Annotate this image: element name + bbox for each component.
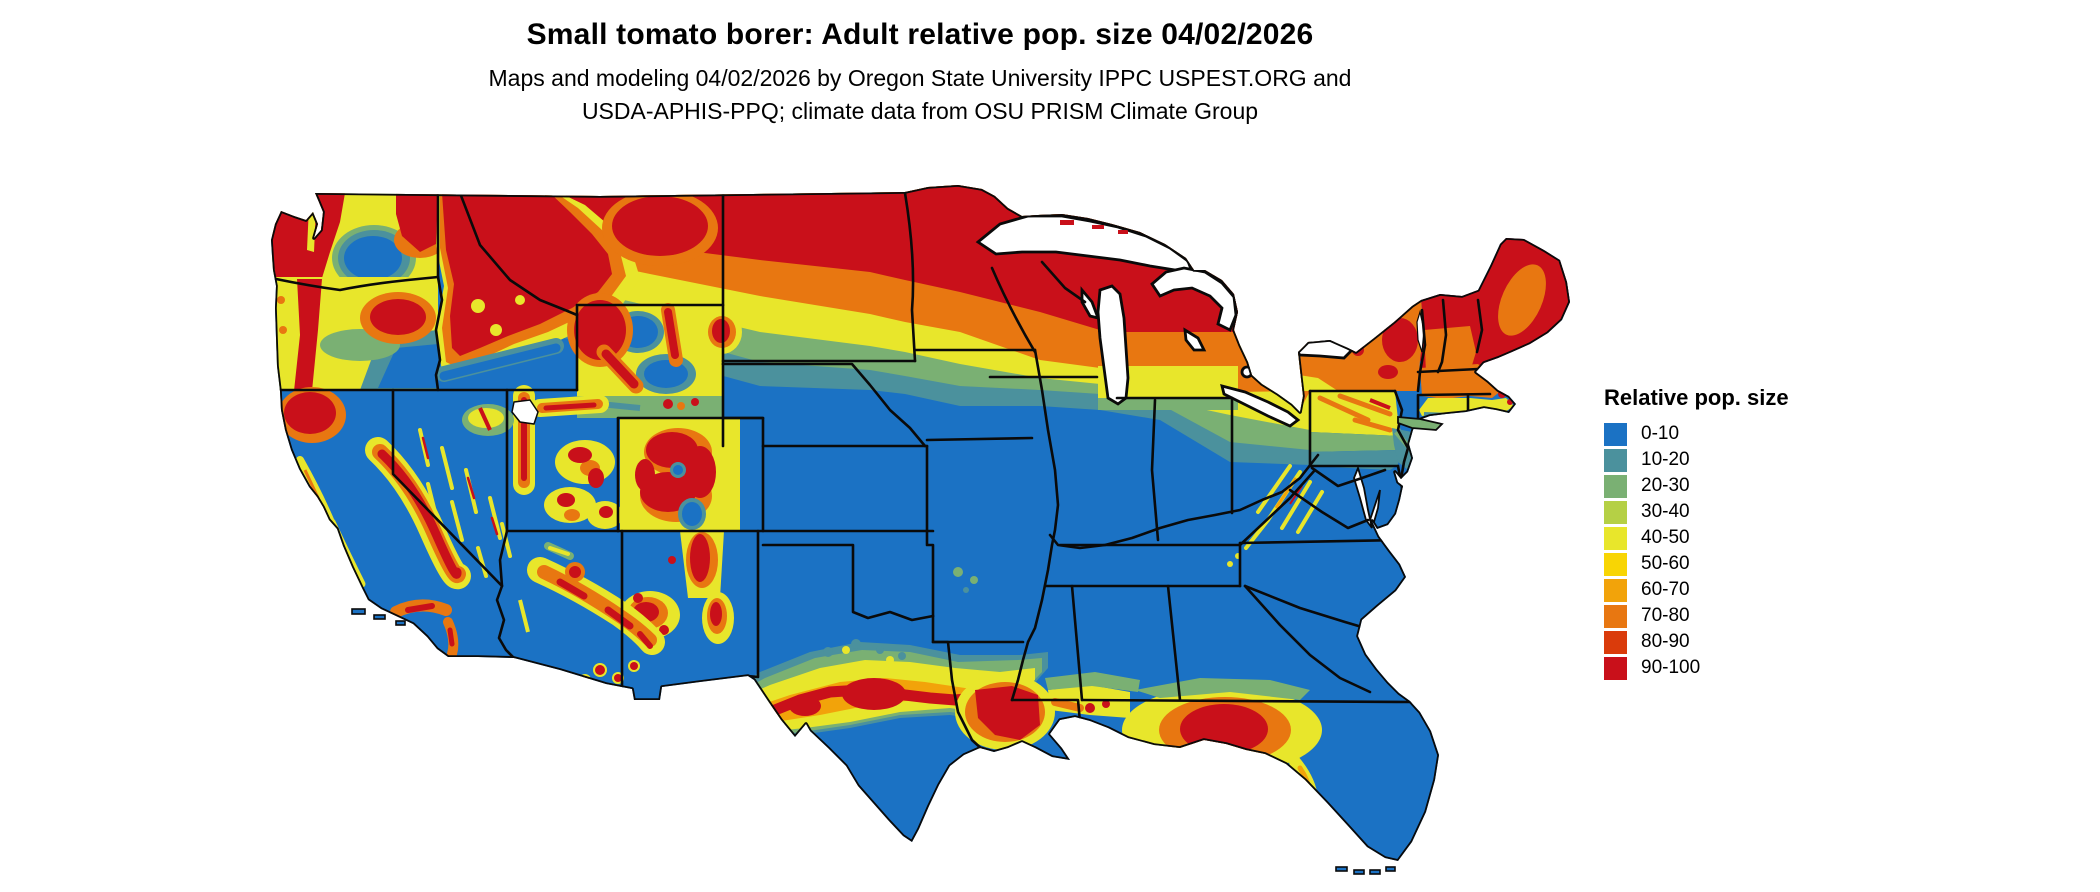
legend-swatch [1604,552,1627,576]
texas-speckles [823,639,906,664]
ozark-speckles [953,567,978,593]
southern-rockies-patches [518,418,740,686]
legend-item: 20-30 [1604,473,1864,499]
pacific-northwest-patches [272,193,446,391]
legend-item: 0-10 [1604,421,1864,447]
state-borders [274,191,1500,754]
legend-item-label: 90-100 [1641,657,1701,678]
legend-item-label: 10-20 [1641,449,1690,470]
channel-island [351,608,366,615]
lake-erie [1220,384,1301,428]
florida-key [1369,869,1381,875]
superior-islands [1060,220,1128,234]
channel-island [373,614,386,620]
florida-key [1335,866,1348,872]
legend-item: 80-90 [1604,629,1864,655]
legend-item-label: 70-80 [1641,605,1690,626]
legend-item: 90-100 [1604,655,1864,681]
legend-item-label: 0-10 [1641,423,1680,444]
legend-item: 60-70 [1604,577,1864,603]
legend-item: 10-20 [1604,447,1864,473]
legend-list: 0-10 10-20 20-30 30-40 40-50 50-60 60-70 70-80 8… [1604,421,1864,681]
lake-huron [1150,266,1238,332]
legend-item-label: 60-70 [1641,579,1690,600]
legend-item-label: 50-60 [1641,553,1690,574]
legend-item: 40-50 [1604,525,1864,551]
gulf-coast-band [715,639,1322,804]
legend-swatch [1604,474,1627,498]
legend-item-label: 40-50 [1641,527,1690,548]
subtitle-line-1: Maps and modeling 04/02/2026 by Oregon S… [488,65,1352,91]
offshore-islands [351,608,1396,875]
legend-swatch [1604,422,1627,446]
map-raster-layers [271,185,1570,861]
legend-item: 70-80 [1604,603,1864,629]
long-island [1397,416,1444,431]
legend-swatch [1604,500,1627,524]
saginaw-bay [1183,327,1207,352]
legend-item-label: 80-90 [1641,631,1690,652]
legend-swatch [1604,526,1627,550]
legend-item-label: 20-30 [1641,475,1690,496]
great-salt-lake [511,399,539,425]
page-title: Small tomato borer: Adult relative pop. … [526,18,1314,51]
legend-item: 30-40 [1604,499,1864,525]
legend-swatch [1604,630,1627,654]
subtitle-line-2: USDA-APHIS-PPQ; climate data from OSU PR… [581,98,1259,124]
legend-swatch [1604,578,1627,602]
legend-item-label: 30-40 [1641,501,1690,522]
legend-title: Relative pop. size [1604,385,1789,410]
legend-item: 50-60 [1604,551,1864,577]
northern-rockies-patches [436,190,718,382]
legend-swatch [1604,604,1627,628]
florida-key [1385,866,1396,872]
west-texas-patches [698,684,764,750]
legend-swatch [1604,656,1627,680]
channel-island [395,620,406,626]
florida-key [1353,869,1365,875]
legend-swatch [1604,448,1627,472]
legend: Relative pop. size 0-10 10-20 20-30 30-40 40… [1604,385,1864,681]
